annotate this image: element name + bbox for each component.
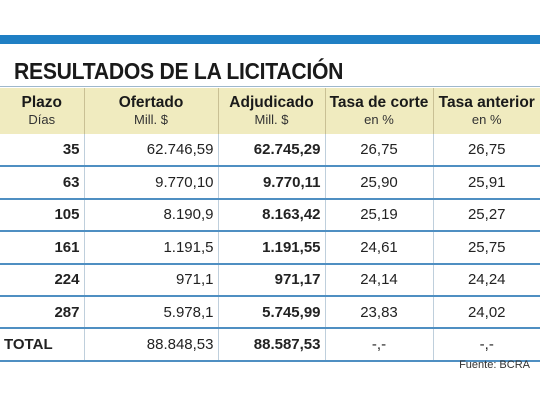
- header-plazo-label: Plazo: [21, 94, 62, 111]
- cell-tasa-corte: 24,14: [325, 263, 434, 297]
- title-divider: [0, 86, 540, 87]
- header-tasa-corte: Tasa de corte en %: [325, 88, 434, 134]
- cell-plazo: 63: [0, 166, 85, 200]
- cell-adjudicado: 62.745,29: [218, 134, 326, 168]
- cell-tasa-anterior: 25,91: [433, 166, 540, 200]
- header-ofertado: Ofertado Mill. $: [84, 88, 219, 134]
- cell-adjudicado: 1.191,55: [218, 231, 326, 265]
- cell-plazo: 35: [0, 134, 85, 168]
- header-adjudicado-unit: Mill. $: [254, 112, 289, 127]
- cell-ofertado: 62.746,59: [84, 134, 219, 168]
- table-row: 224 971,1 971,17 24,14 24,24: [0, 263, 540, 297]
- header-adjudicado: Adjudicado Mill. $: [218, 88, 326, 134]
- cell-ofertado: 8.190,9: [84, 198, 219, 233]
- table-row: 63 9.770,10 9.770,11 25,90 25,91: [0, 166, 540, 200]
- cell-ofertado: 1.191,5: [84, 231, 219, 265]
- header-adjudicado-label: Adjudicado: [229, 94, 314, 111]
- cell-tasa-anterior: 25,27: [433, 198, 540, 233]
- cell-tasa-corte: 26,75: [325, 134, 434, 168]
- cell-tasa-corte: 23,83: [325, 295, 434, 330]
- header-tasa-anterior-label: Tasa anterior: [438, 94, 535, 111]
- table-row: 105 8.190,9 8.163,42 25,19 25,27: [0, 198, 540, 233]
- cell-tasa-corte: 25,19: [325, 198, 434, 233]
- cell-tasa-corte: 24,61: [325, 231, 434, 265]
- total-ofertado: 88.848,53: [84, 328, 219, 362]
- cell-adjudicado: 9.770,11: [218, 166, 326, 200]
- results-table: Plazo Días Ofertado Mill. $ Adjudicado M…: [0, 88, 540, 362]
- cell-plazo: 287: [0, 295, 85, 330]
- total-label: TOTAL: [0, 328, 85, 362]
- header-plazo: Plazo Días: [0, 88, 85, 134]
- cell-plazo: 105: [0, 198, 85, 233]
- header-tasa-anterior: Tasa anterior en %: [433, 88, 540, 134]
- total-adjudicado: 88.587,53: [218, 328, 326, 362]
- cell-ofertado: 971,1: [84, 263, 219, 297]
- table-row: 35 62.746,59 62.745,29 26,75 26,75: [0, 134, 540, 168]
- table-row: 287 5.978,1 5.745,99 23,83 24,02: [0, 295, 540, 330]
- total-row: TOTAL 88.848,53 88.587,53 -,- -,-: [0, 328, 540, 362]
- cell-tasa-corte: 25,90: [325, 166, 434, 200]
- cell-plazo: 161: [0, 231, 85, 265]
- top-accent-bar: [0, 35, 540, 44]
- cell-adjudicado: 5.745,99: [218, 295, 326, 330]
- table-header-row: Plazo Días Ofertado Mill. $ Adjudicado M…: [0, 88, 540, 134]
- cell-ofertado: 9.770,10: [84, 166, 219, 200]
- cell-tasa-anterior: 24,24: [433, 263, 540, 297]
- header-ofertado-label: Ofertado: [118, 94, 184, 111]
- table-title: RESULTADOS DE LA LICITACIÓN: [14, 58, 344, 84]
- total-tasa-corte: -,-: [325, 328, 434, 362]
- cell-tasa-anterior: 25,75: [433, 231, 540, 265]
- header-ofertado-unit: Mill. $: [134, 112, 168, 127]
- cell-plazo: 224: [0, 263, 85, 297]
- cell-adjudicado: 971,17: [218, 263, 326, 297]
- cell-adjudicado: 8.163,42: [218, 198, 326, 233]
- cell-tasa-anterior: 24,02: [433, 295, 540, 330]
- cell-ofertado: 5.978,1: [84, 295, 219, 330]
- cell-tasa-anterior: 26,75: [433, 134, 540, 168]
- header-tasa-corte-label: Tasa de corte: [329, 94, 429, 111]
- header-tasa-corte-unit: en %: [364, 112, 394, 127]
- table-row: 161 1.191,5 1.191,55 24,61 25,75: [0, 231, 540, 265]
- total-tasa-anterior: -,-: [433, 328, 540, 362]
- source-note: Fuente: BCRA: [459, 359, 530, 371]
- header-tasa-anterior-unit: en %: [471, 112, 502, 127]
- header-plazo-unit: Días: [28, 112, 56, 127]
